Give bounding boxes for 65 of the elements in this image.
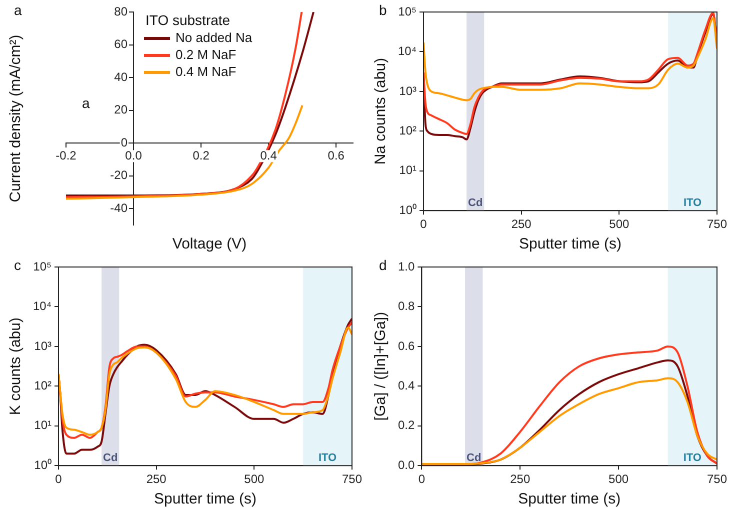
band-label: ITO	[683, 452, 702, 464]
x-tick-label: 0.4	[260, 148, 278, 162]
band-label: Cd	[103, 452, 118, 464]
band-label: Cd	[468, 197, 483, 210]
y-tick-label: -20	[110, 168, 128, 182]
x-tick-label: 0	[55, 472, 62, 486]
y-tick-label: 1.0	[398, 259, 415, 274]
x-tick-label: 500	[609, 217, 630, 232]
y-tick-label: 0.6	[398, 338, 415, 353]
y-tick-label: 0.4	[398, 378, 415, 392]
x-tick-label: 250	[510, 472, 530, 486]
y-tick-label: 0.8	[398, 299, 415, 314]
y-tick-label: 40	[114, 70, 128, 84]
x-tick-label: 750	[706, 217, 728, 232]
y-tick-label: 10³	[34, 338, 52, 353]
y-tick-label: 10⁰	[34, 458, 52, 472]
y-tick-label: 10⁴	[32, 299, 52, 314]
band-label: ITO	[683, 197, 702, 210]
y-tick-label: 10⁴	[398, 44, 417, 58]
y-tick-label: 0.2	[398, 418, 415, 432]
x-tick-label: 0.0	[125, 148, 142, 162]
x-axis-title: Voltage (V)	[172, 236, 247, 253]
y-axis-title: K counts (abu)	[7, 318, 24, 416]
x-tick-label: 500	[244, 472, 264, 486]
legend-title: ITO substrate	[146, 12, 232, 29]
x-tick-label: 750	[706, 472, 728, 486]
y-tick-label: 0	[120, 135, 128, 150]
y-tick-label: 0.0	[398, 458, 415, 472]
x-axis-title: Sputter time (s)	[154, 490, 257, 508]
band-label: ITO	[318, 452, 338, 464]
y-tick-label: 10²	[34, 378, 52, 392]
y-tick-label: 10⁰	[399, 202, 417, 217]
x-tick-label: 0	[420, 217, 428, 232]
x-tick-label: 250	[511, 217, 532, 232]
y-tick-label: 10⁵	[398, 4, 417, 18]
y-tick-label: -40	[110, 200, 128, 215]
y-tick-label: 60	[114, 37, 128, 52]
text: c	[14, 256, 21, 273]
text: a	[14, 2, 22, 18]
band-label: Cd	[466, 452, 482, 464]
y-tick-label: 10²	[399, 123, 417, 138]
x-tick-label: 750	[342, 472, 362, 486]
x-tick-label: 0.2	[192, 148, 210, 162]
legend-label: 0.4 M NaF	[176, 64, 236, 79]
text: d	[379, 256, 387, 273]
y-axis-title: Na counts (abu)	[372, 58, 390, 165]
x-axis-title: Sputter time (s)	[518, 490, 621, 508]
text: b	[379, 2, 387, 18]
y-axis-title: [Ga] / ([In]+[Ga])	[372, 312, 390, 421]
y-tick-label: 80	[114, 4, 128, 18]
y-tick-label: 10¹	[34, 418, 52, 432]
annotation: a	[82, 95, 90, 112]
legend-label: 0.2 M NaF	[176, 47, 236, 62]
legend-label: No added Na	[176, 30, 252, 45]
y-tick-label: 20	[114, 102, 128, 117]
y-tick-label: 10¹	[399, 163, 417, 178]
x-tick-label: 250	[146, 472, 167, 486]
x-tick-label: 500	[608, 472, 629, 486]
x-tick-label: 0.6	[328, 148, 345, 162]
x-tick-label: -0.2	[56, 148, 77, 162]
y-tick-label: 10⁵	[33, 259, 52, 274]
y-axis-title: Current density (mA/cm²)	[7, 34, 24, 202]
line-series	[424, 17, 717, 102]
y-tick-label: 10³	[399, 84, 417, 98]
x-axis-title: Sputter time (s)	[518, 236, 622, 253]
